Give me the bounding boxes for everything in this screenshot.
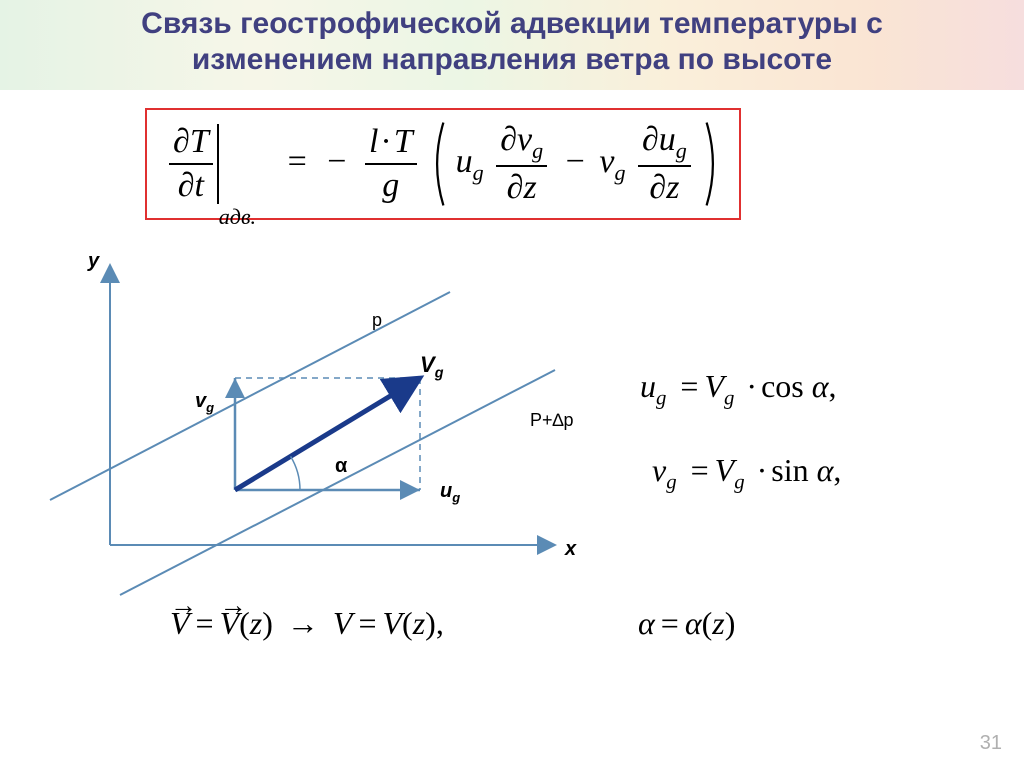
Vg-label: Vg [420,352,443,381]
term2-frac: ∂ug ∂z [638,121,691,208]
p-dp-label: P+∆p [530,410,574,431]
y-label: y [88,250,99,273]
page-number: 31 [980,732,1002,755]
alpha-label: α [335,455,347,478]
bottom-eq-right: α=α(z) [638,605,735,642]
vg-equation: vg =Vg ·sin α, [652,452,841,494]
Vg-vector [235,378,420,490]
isobar-p-dp [120,370,555,595]
vector-diagram [0,0,620,620]
alpha-arc [291,456,300,490]
ug-equation: ug =Vg ·cos α, [640,368,837,410]
x-label: x [565,538,576,561]
ug-label: ug [440,480,460,505]
vg-label: vg [195,390,214,415]
right-paren-icon [703,116,721,212]
p-label: p [372,310,382,331]
